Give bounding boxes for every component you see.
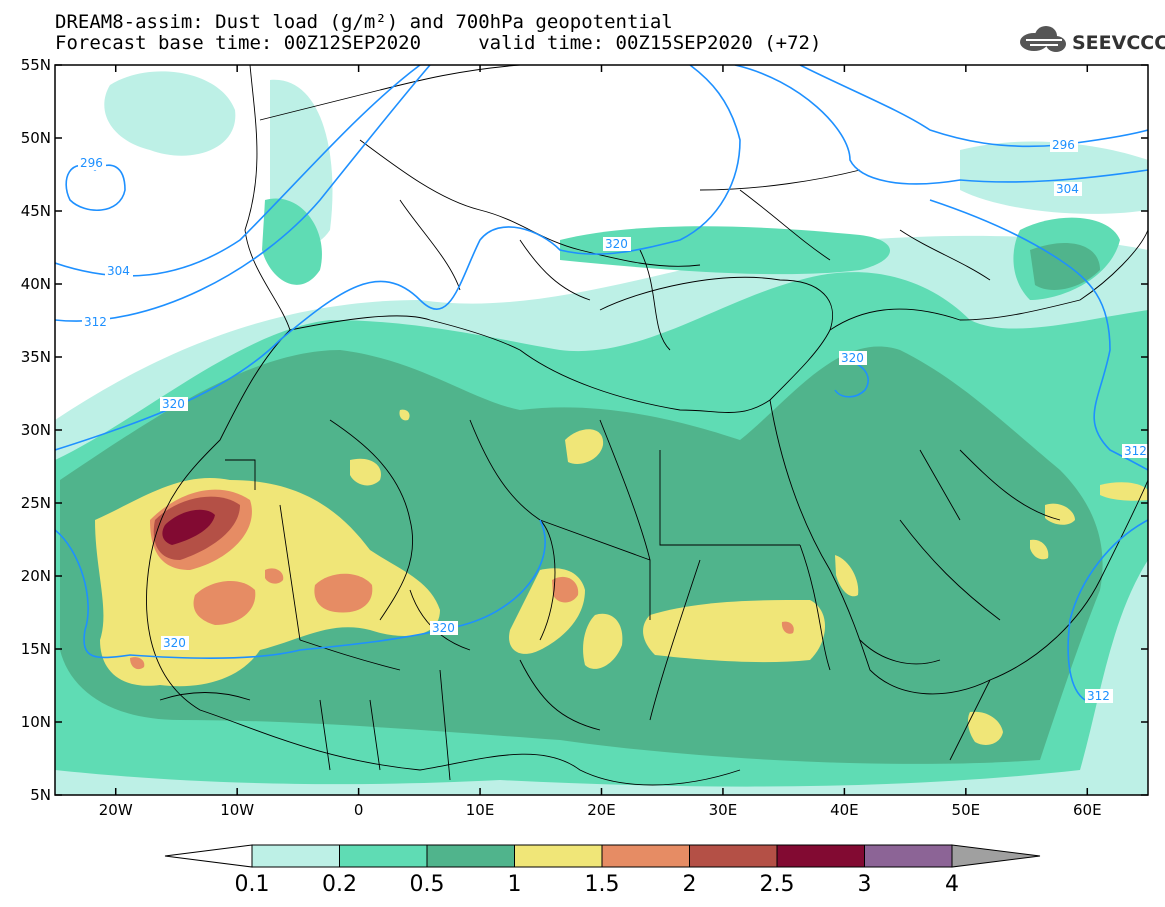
colorbar-segment — [864, 844, 953, 868]
colorbar-label: 0.5 — [410, 872, 445, 897]
geopotential-contours — [55, 65, 1148, 701]
lon-label: 20E — [587, 801, 616, 819]
lon-label: 30E — [709, 801, 738, 819]
colorbar-label: 2.5 — [760, 872, 795, 897]
svg-text:320: 320 — [163, 636, 186, 650]
svg-text:312: 312 — [1087, 689, 1110, 703]
svg-text:320: 320 — [841, 351, 864, 365]
colorbar-segment — [339, 844, 428, 868]
lon-label: 40E — [830, 801, 859, 819]
lon-label: 10W — [220, 801, 254, 819]
colorbar-segment — [776, 844, 865, 868]
lat-label: 20N — [21, 567, 51, 585]
colorbar-segment — [251, 844, 340, 868]
lat-label: 25N — [21, 494, 51, 512]
svg-text:304: 304 — [107, 264, 130, 278]
lat-label: 10N — [21, 713, 51, 731]
colorbar-label: 4 — [945, 872, 959, 897]
lon-label: 60E — [1073, 801, 1102, 819]
colorbar-over-triangle — [951, 844, 1041, 868]
colorbar-label: 2 — [683, 872, 697, 897]
lat-label: 15N — [21, 640, 51, 658]
colorbar-label: 0.2 — [322, 872, 357, 897]
contour-label: 296 — [1050, 138, 1078, 152]
map-panel: 296 304 312 320 320 320 320 304 296 312 … — [55, 65, 1148, 795]
contour-label: 320 — [160, 397, 188, 411]
lat-label: 55N — [21, 56, 51, 74]
contour-label: 312 — [1085, 689, 1113, 703]
svg-text:320: 320 — [605, 237, 628, 251]
colorbar-label: 3 — [858, 872, 872, 897]
colorbar-under-triangle — [164, 844, 253, 868]
contour-label: 312 — [82, 315, 110, 329]
colorbar-segment — [689, 844, 778, 868]
lat-label: 40N — [21, 275, 51, 293]
lat-label: 30N — [21, 421, 51, 439]
dust-level-2.5 — [162, 509, 215, 545]
map-title: DREAM8-assim: Dust load (g/m²) and 700hP… — [55, 11, 673, 33]
svg-text:312: 312 — [84, 315, 107, 329]
colorbar: 0.1 0.2 0.5 1 1.5 2 2.5 3 4 — [164, 844, 1041, 897]
lon-label: 50E — [952, 801, 981, 819]
colorbar-segment — [601, 844, 690, 868]
contour-label: 296 — [78, 156, 106, 170]
svg-text:320: 320 — [432, 621, 455, 635]
colorbar-segment — [514, 844, 603, 868]
colorbar-segment — [426, 844, 515, 868]
lat-label: 5N — [30, 786, 51, 804]
colorbar-label: 1 — [508, 872, 522, 897]
contour-labels: 296 304 312 320 320 320 320 304 296 312 … — [78, 138, 1148, 703]
svg-text:296: 296 — [1052, 138, 1075, 152]
longitude-axis: 20W 10W 0 10E 20E 30E 40E 50E 60E — [99, 65, 1102, 819]
latitude-axis: 55N 50N 45N 40N 35N 30N 25N 20N 15N 10N 5N — [21, 56, 1148, 804]
lon-label: 20W — [99, 801, 133, 819]
contour-label: 312 — [1122, 444, 1148, 458]
lon-label: 10E — [466, 801, 495, 819]
forecast-time-line: Forecast base time: 00Z12SEP2020 valid t… — [55, 32, 822, 54]
colorbar-label: 0.1 — [235, 872, 270, 897]
lat-label: 45N — [21, 202, 51, 220]
lon-label: 0 — [354, 801, 364, 819]
svg-text:312: 312 — [1124, 444, 1147, 458]
lat-label: 50N — [21, 129, 51, 147]
cloud-icon — [1020, 26, 1066, 52]
svg-text:304: 304 — [1056, 182, 1079, 196]
contour-label: 304 — [1054, 182, 1082, 196]
contour-label: 320 — [603, 237, 631, 251]
contour-label: 320 — [430, 621, 458, 635]
contour-label: 320 — [161, 636, 189, 650]
lat-label: 35N — [21, 348, 51, 366]
svg-text:296: 296 — [80, 156, 103, 170]
contour-label: 320 — [839, 351, 867, 365]
contour-label: 304 — [105, 264, 133, 278]
colorbar-label: 1.5 — [585, 872, 620, 897]
seevccc-logo: SEEVCCC — [1020, 26, 1165, 54]
logo-text: SEEVCCC — [1072, 32, 1165, 54]
coastlines-borders — [146, 65, 1148, 786]
svg-text:320: 320 — [162, 397, 185, 411]
